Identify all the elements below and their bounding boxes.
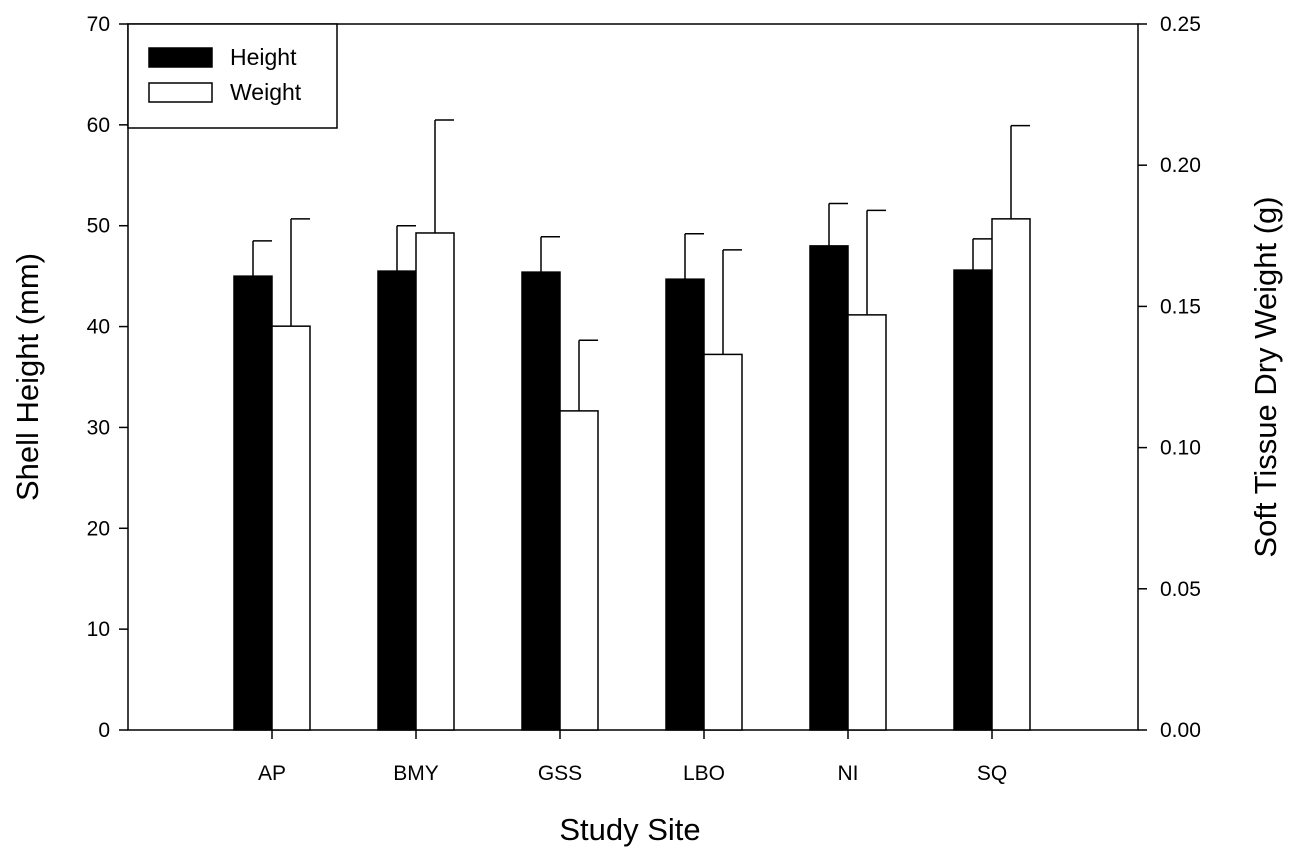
- legend-label-weight: Weight: [230, 79, 302, 105]
- y-tick-label-10: 10: [87, 618, 110, 641]
- bar-height-bmy: [377, 270, 417, 731]
- legend-box: [127, 23, 338, 129]
- bar-height-lbo: [665, 278, 705, 731]
- x-axis-title: Study Site: [559, 812, 700, 847]
- y2-tick-label-0.05: 0.05: [1160, 578, 1201, 601]
- legend-swatch-weight: [148, 82, 213, 103]
- y-tick-label-60: 60: [87, 114, 110, 137]
- y-tick-label-0: 0: [98, 719, 110, 742]
- bar-weight-sq: [991, 218, 1031, 731]
- bar-weight-ap: [271, 325, 311, 731]
- y-tick-label-50: 50: [87, 215, 110, 238]
- bar-height-gss: [521, 271, 561, 731]
- y2-tick-label-0.00: 0.00: [1160, 719, 1201, 742]
- x-tick-label-gss: GSS: [538, 762, 582, 785]
- x-tick-label-sq: SQ: [977, 762, 1007, 785]
- y-tick-label-20: 20: [87, 517, 110, 540]
- x-tick-label-bmy: BMY: [393, 762, 439, 785]
- x-tick-label-ni: NI: [838, 762, 859, 785]
- y2-tick-label-0.10: 0.10: [1160, 437, 1201, 460]
- bar-height-ni: [809, 245, 849, 731]
- bar-weight-lbo: [703, 353, 743, 731]
- y-tick-label-30: 30: [87, 416, 110, 439]
- plot-area: [127, 23, 1139, 731]
- bar-weight-bmy: [415, 232, 455, 731]
- legend-label-height: Height: [230, 44, 297, 70]
- error-bars-layer: [252, 119, 1030, 411]
- x-tick-label-lbo: LBO: [683, 762, 725, 785]
- legend-swatch-height: [148, 47, 213, 68]
- bars-layer: [233, 218, 1031, 731]
- y2-tick-label-0.25: 0.25: [1160, 13, 1201, 36]
- legend: Height Weight: [127, 23, 338, 129]
- y-axis-title: Shell Height (mm): [10, 253, 45, 501]
- y2-axis-title: Soft Tissue Dry Weight (g): [1248, 196, 1283, 557]
- bar-weight-ni: [847, 314, 887, 731]
- axes-layer: AP BMY GSS LBO NI SQ 0 10 20 30 40 50 60 70 0.00 0.05 0.…: [87, 13, 1201, 785]
- bar-weight-gss: [559, 410, 599, 731]
- y-tick-label-70: 70: [87, 13, 110, 36]
- bar-height-ap: [233, 275, 273, 731]
- y2-tick-label-0.15: 0.15: [1160, 295, 1201, 318]
- bar-height-sq: [953, 269, 993, 731]
- plot-frame: [127, 23, 1139, 731]
- x-tick-label-ap: AP: [258, 762, 286, 785]
- y-tick-label-40: 40: [87, 316, 110, 339]
- y2-tick-label-0.20: 0.20: [1160, 154, 1201, 177]
